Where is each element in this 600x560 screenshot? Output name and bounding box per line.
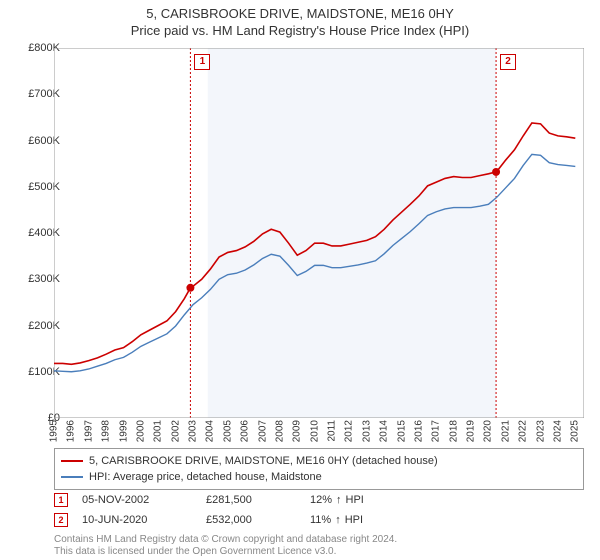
arrow-up-icon: ↑	[336, 490, 342, 510]
x-tick-label: 2025	[570, 420, 581, 442]
legend-row: HPI: Average price, detached house, Maid…	[61, 469, 577, 485]
transaction-pct-value: 11%	[310, 510, 331, 530]
x-tick-label: 2000	[135, 420, 146, 442]
legend-swatch	[61, 460, 83, 462]
x-tick-label: 1996	[66, 420, 77, 442]
footer-line-2: This data is licensed under the Open Gov…	[54, 546, 397, 558]
y-tick-label: £500K	[10, 181, 60, 193]
x-tick-label: 2008	[274, 420, 285, 442]
x-tick-label: 2013	[361, 420, 372, 442]
x-tick-label: 2011	[327, 420, 338, 442]
transaction-marker-icon: 2	[54, 513, 68, 527]
transaction-date: 10-JUN-2020	[82, 510, 192, 530]
transaction-pct: 11%↑HPI	[310, 510, 400, 530]
x-tick-label: 2023	[535, 420, 546, 442]
x-tick-label: 1997	[83, 420, 94, 442]
x-tick-label: 2024	[552, 420, 563, 442]
transaction-pct-value: 12%	[310, 490, 332, 510]
transactions-table: 105-NOV-2002£281,50012%↑HPI210-JUN-2020£…	[54, 490, 584, 530]
x-tick-label: 2019	[466, 420, 477, 442]
y-tick-label: £600K	[10, 135, 60, 147]
y-tick-label: £800K	[10, 42, 60, 54]
legend: 5, CARISBROOKE DRIVE, MAIDSTONE, ME16 0H…	[54, 448, 584, 490]
footer-attribution: Contains HM Land Registry data © Crown c…	[54, 534, 397, 558]
transaction-marker-box: 1	[194, 54, 210, 70]
title-block: 5, CARISBROOKE DRIVE, MAIDSTONE, ME16 0H…	[0, 0, 600, 38]
transaction-pct: 12%↑HPI	[310, 490, 400, 510]
transaction-hpi-suffix: HPI	[345, 510, 363, 530]
chart-area: 12	[54, 48, 584, 418]
y-tick-label: £300K	[10, 273, 60, 285]
title-subtitle: Price paid vs. HM Land Registry's House …	[0, 23, 600, 38]
x-tick-label: 2020	[483, 420, 494, 442]
x-tick-label: 1995	[49, 420, 60, 442]
x-tick-label: 2012	[344, 420, 355, 442]
transaction-marker-icon: 1	[54, 493, 68, 507]
x-tick-label: 2001	[153, 420, 164, 442]
transaction-price: £532,000	[206, 510, 296, 530]
plot-svg	[54, 48, 584, 418]
transaction-date: 05-NOV-2002	[82, 490, 192, 510]
transaction-marker-box: 2	[500, 54, 516, 70]
shaded-region	[208, 48, 496, 418]
transaction-price: £281,500	[206, 490, 296, 510]
x-tick-label: 2017	[431, 420, 442, 442]
x-tick-label: 2021	[500, 420, 511, 442]
transaction-row: 1 05-NOV-2002 £281,500 12%↑HPI	[54, 490, 584, 510]
x-tick-label: 2006	[240, 420, 251, 442]
legend-label: 5, CARISBROOKE DRIVE, MAIDSTONE, ME16 0H…	[89, 453, 438, 469]
x-tick-label: 2002	[170, 420, 181, 442]
x-tick-label: 2010	[309, 420, 320, 442]
arrow-up-icon: ↑	[335, 510, 341, 530]
x-tick-label: 2022	[518, 420, 529, 442]
legend-label: HPI: Average price, detached house, Maid…	[89, 469, 322, 485]
x-tick-label: 2007	[257, 420, 268, 442]
y-tick-label: £200K	[10, 320, 60, 332]
x-tick-label: 2016	[413, 420, 424, 442]
legend-swatch	[61, 476, 83, 478]
x-tick-label: 1999	[118, 420, 129, 442]
x-tick-label: 2005	[222, 420, 233, 442]
x-tick-label: 1998	[101, 420, 112, 442]
x-tick-label: 2015	[396, 420, 407, 442]
x-tick-label: 2018	[448, 420, 459, 442]
title-address: 5, CARISBROOKE DRIVE, MAIDSTONE, ME16 0H…	[0, 6, 600, 21]
y-tick-label: £100K	[10, 366, 60, 378]
transaction-row: 2 10-JUN-2020 £532,000 11%↑HPI	[54, 510, 584, 530]
x-tick-label: 2009	[292, 420, 303, 442]
x-tick-label: 2014	[379, 420, 390, 442]
footer-line-1: Contains HM Land Registry data © Crown c…	[54, 534, 397, 546]
chart-container: 5, CARISBROOKE DRIVE, MAIDSTONE, ME16 0H…	[0, 0, 600, 560]
transaction-hpi-suffix: HPI	[346, 490, 364, 510]
x-tick-label: 2003	[188, 420, 199, 442]
legend-row: 5, CARISBROOKE DRIVE, MAIDSTONE, ME16 0H…	[61, 453, 577, 469]
y-tick-label: £400K	[10, 227, 60, 239]
x-tick-label: 2004	[205, 420, 216, 442]
y-tick-label: £700K	[10, 88, 60, 100]
